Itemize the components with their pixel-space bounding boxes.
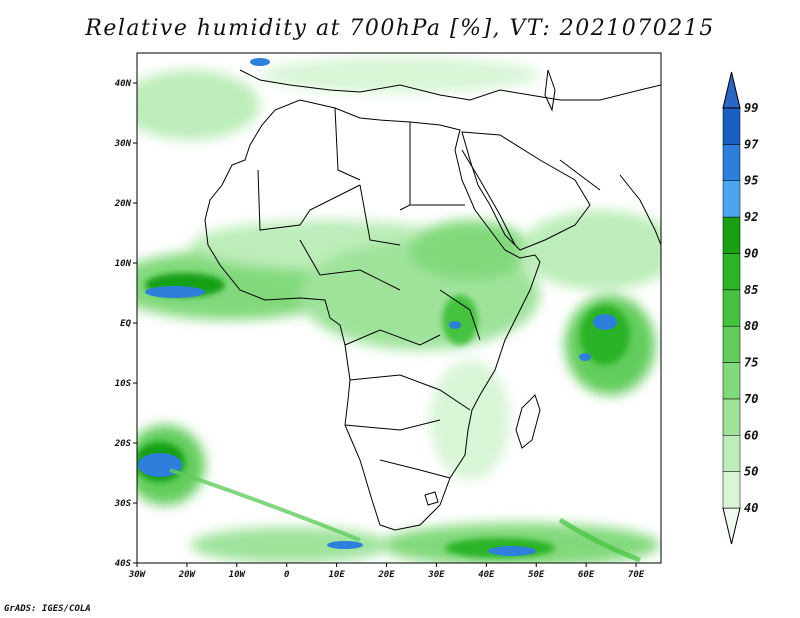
border-chad <box>359 184 401 246</box>
colorbar-level-label: 50 <box>744 465 758 479</box>
colorbar-box <box>722 216 741 254</box>
colorbar-level-label: 75 <box>744 356 758 370</box>
lat-tick-label: 10S <box>115 379 132 389</box>
front-streamer <box>169 468 361 542</box>
colorbar-level-label: 85 <box>744 283 758 297</box>
colorbar-box <box>722 144 741 181</box>
core-cyclone <box>580 305 630 365</box>
lat-tick-label: EQ <box>120 319 131 329</box>
lon-tick-label: 30W <box>128 570 147 580</box>
colorbar-box <box>722 471 741 509</box>
colorbar-box <box>722 325 741 363</box>
lon-tick-label: 30E <box>427 570 445 580</box>
europe-coast <box>239 69 661 101</box>
colorbar: 40 50 60 70 75 80 85 90 92 95 97 99 <box>722 71 759 545</box>
sat-itcz <box>145 286 205 298</box>
sat-cyclone <box>593 314 617 330</box>
lat-tick-label: 40N <box>115 79 132 89</box>
lat-tick-label: 20N <box>114 199 132 209</box>
lon-tick-label: 20W <box>178 570 197 580</box>
colorbar-level-label: 99 <box>744 101 758 115</box>
caspian-sea <box>544 69 556 112</box>
credit-label: GrADS: IGES/COLA <box>4 604 91 614</box>
map-title: Relative humidity at 700hPa [%], VT: 202… <box>85 16 715 41</box>
border-east <box>439 289 481 341</box>
lon-tick-label: 60E <box>578 570 595 580</box>
lat-tick-label: 40S <box>115 559 132 569</box>
lon-tick-label: 0 <box>284 570 290 580</box>
sat-north-atlantic <box>250 58 270 66</box>
lat-tick-label: 30N <box>114 139 132 149</box>
lat-tick-label: 10N <box>115 259 132 269</box>
lon-tick-label: 20E <box>377 570 395 580</box>
lon-tick-label: 50E <box>528 570 545 580</box>
lat-tick-label: 30S <box>114 499 132 509</box>
colorbar-box <box>722 107 741 145</box>
colorbar-level-label: 80 <box>744 319 758 333</box>
core-east-africa <box>442 295 478 345</box>
axis-ticks: 30W 20W 10W 0 10E 20E 30E 40E 50E 60E 70E 40N 30N 20N… <box>114 79 645 580</box>
colorbar-level-label: 60 <box>744 428 758 442</box>
colorbar-arrow-high <box>722 71 741 109</box>
colorbar-box <box>722 362 741 400</box>
colorbar-box <box>722 180 741 218</box>
colorbar-level-label: 70 <box>744 392 758 406</box>
lat-tick-label: 20S <box>114 439 132 449</box>
colorbar-box <box>722 253 741 291</box>
madagascar <box>515 394 541 449</box>
humidity-field <box>137 53 661 563</box>
colorbar-level-label: 97 <box>744 137 759 151</box>
persian-gulf <box>559 159 601 191</box>
border-sahara-3 <box>257 169 361 231</box>
sat-lake-victoria <box>449 321 461 329</box>
colorbar-box <box>722 398 741 436</box>
sat-south-indian <box>488 546 536 556</box>
colorbar-box <box>722 435 741 472</box>
lon-tick-label: 10E <box>328 570 345 580</box>
colorbar-level-label: 92 <box>744 210 758 224</box>
plot-frame <box>136 52 662 564</box>
region-mediterranean <box>260 57 540 93</box>
lon-tick-label: 40E <box>478 570 495 580</box>
border-mid <box>299 239 401 291</box>
sat-south-atlantic-s <box>327 541 363 549</box>
region-indian-ocean-north <box>520 210 661 290</box>
lesotho <box>424 491 439 506</box>
border-congo <box>344 329 441 346</box>
region-east-africa <box>410 220 530 280</box>
region-south-atlantic-south <box>190 527 390 563</box>
sat-cyclone-2 <box>579 353 591 361</box>
colorbar-box <box>722 289 741 327</box>
arabian-peninsula <box>461 131 591 251</box>
india-coast <box>619 174 661 246</box>
lon-tick-label: 10W <box>229 570 247 580</box>
region-north-atlantic <box>137 70 260 140</box>
border-southern-2 <box>344 419 441 431</box>
border-southern-3 <box>379 459 451 479</box>
red-sea <box>461 149 516 246</box>
colorbar-level-label: 95 <box>744 174 758 188</box>
colorbar-level-label: 40 <box>744 501 758 515</box>
front-streamer-2 <box>558 517 641 563</box>
lon-tick-label: 70E <box>628 570 645 580</box>
africa-coastline <box>204 99 541 531</box>
border-southern-1 <box>349 374 471 411</box>
colorbar-arrow-low <box>722 507 741 545</box>
colorbar-level-label: 90 <box>744 246 758 260</box>
border-sahara-1 <box>334 107 361 181</box>
coastlines <box>204 69 661 531</box>
